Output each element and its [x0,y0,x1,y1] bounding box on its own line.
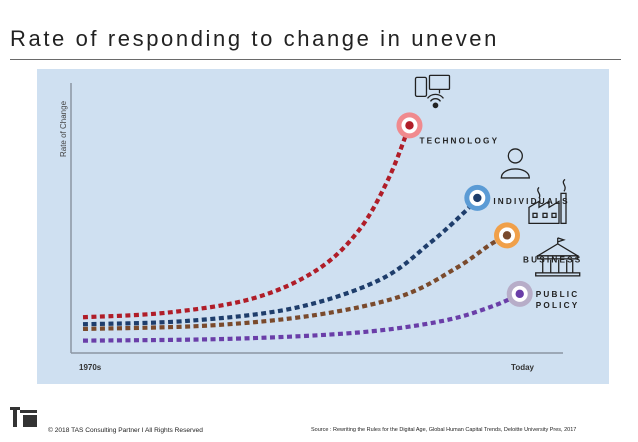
building-frieze [537,255,579,260]
series-line [82,124,412,320]
series-label: TECHNOLOGY [419,136,499,145]
person-head [507,148,523,164]
smoke [537,178,566,199]
x-tick-label: Today [511,363,535,372]
series-label: PUBLIC [536,290,580,299]
person-icon [500,148,530,179]
x-tick-label: 1970s [79,363,102,372]
signal-arc [429,98,442,102]
series-endpoint-dot [405,121,414,130]
series-endpoint-dot [515,289,524,299]
series-endpoint-dot [502,231,512,240]
slide-title: Rate of responding to change in uneven [10,26,499,51]
government-building-icon [535,237,581,277]
footer-copyright: © 2018 TAS Consulting Partner I All Righ… [48,427,203,434]
series-line [82,233,509,332]
chart-panel: Rate of Change 1970s Today TECHNOLOGY INDIV… [37,69,609,384]
chimney [560,192,567,225]
window [532,212,538,219]
series-label: POLICY [536,301,580,310]
building-roof [535,243,581,257]
factory-icon [528,178,567,225]
rate-of-change-chart: Rate of Change 1970s Today TECHNOLOGY INDIV… [59,74,582,372]
building-base [535,272,581,277]
phone-shape [414,76,428,98]
signal-dot [432,102,439,109]
series-line [82,196,479,327]
signal-arc [426,93,444,99]
series-label: BUSINESS [523,255,582,264]
person-body [500,168,530,179]
window [542,212,548,219]
window [551,212,557,219]
series-label: INDIVIDUALS [493,197,570,206]
series-line [82,291,521,343]
y-axis-label: Rate of Change [59,100,68,157]
monitor-shape [428,74,451,91]
flag [557,237,566,243]
series-endpoint-dot [473,193,482,203]
footer-source: Source : Rewriting the Rules for the Dig… [311,427,577,433]
company-logo-icon [10,407,37,427]
factory-body [528,200,560,225]
devices-icon [414,74,451,109]
title-divider [10,59,621,60]
